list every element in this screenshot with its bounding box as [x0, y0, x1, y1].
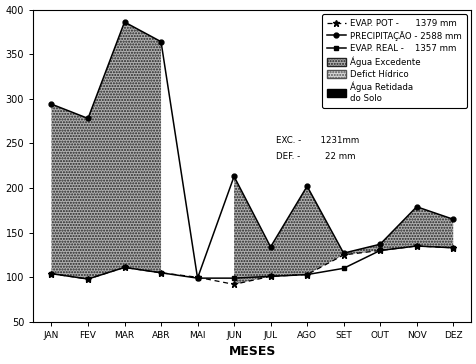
Text: DEF. -         22 mm: DEF. - 22 mm	[276, 152, 355, 161]
X-axis label: MESES: MESES	[228, 345, 276, 359]
Text: EXC. -       1231mm: EXC. - 1231mm	[276, 136, 359, 145]
Legend: EVAP. POT -      1379 mm, PRECIPITAÇÃO - 2588 mm, EVAP. REAL -    1357 mm, Água : EVAP. POT - 1379 mm, PRECIPITAÇÃO - 2588…	[321, 14, 466, 108]
